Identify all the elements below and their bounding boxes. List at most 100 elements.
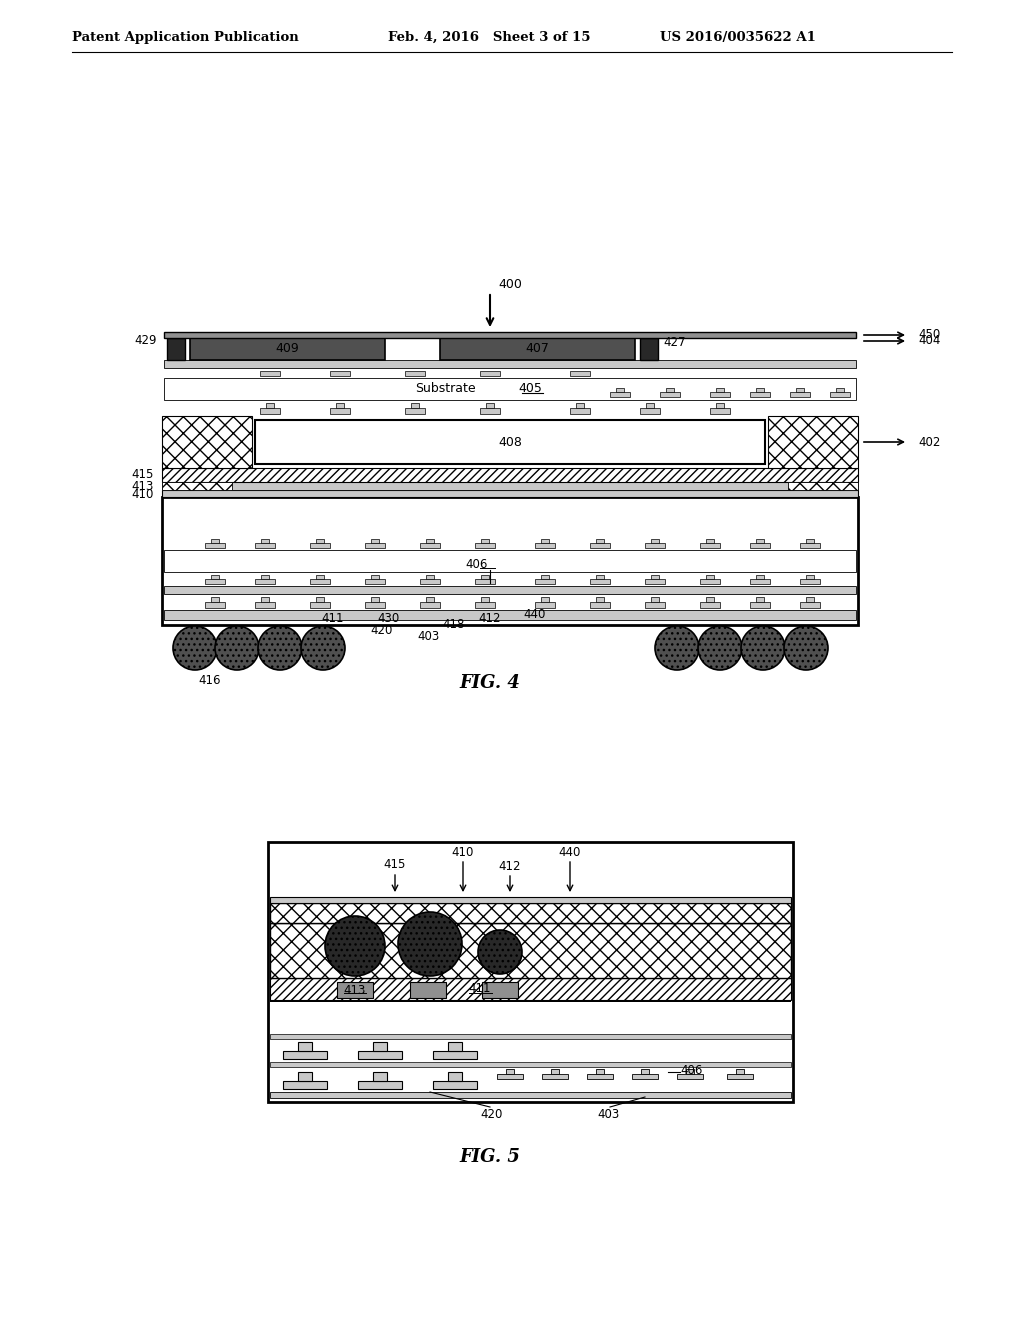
Bar (768, 416, 858, 469)
Circle shape (655, 626, 699, 671)
Bar (270, 923, 791, 978)
Bar (270, 898, 791, 903)
Bar (298, 1072, 312, 1081)
Circle shape (325, 916, 385, 975)
Text: 440: 440 (559, 846, 582, 858)
Bar (270, 978, 791, 1001)
Bar (426, 597, 434, 602)
Bar (506, 1069, 514, 1074)
Bar (596, 576, 604, 579)
Bar (298, 1041, 312, 1051)
Text: 413: 413 (344, 983, 367, 997)
Text: 430: 430 (377, 611, 399, 624)
Bar (283, 1081, 327, 1089)
Bar (481, 539, 489, 543)
Text: 405: 405 (518, 383, 542, 396)
Bar (790, 392, 810, 397)
Bar (750, 543, 770, 548)
Text: 411: 411 (469, 982, 492, 995)
Text: 411: 411 (322, 611, 344, 624)
Bar (255, 602, 275, 609)
Bar (162, 482, 858, 490)
Bar (616, 388, 624, 392)
Bar (310, 543, 330, 548)
Bar (373, 1072, 387, 1081)
Bar (371, 576, 379, 579)
Bar (164, 586, 856, 594)
Bar (575, 403, 584, 408)
Bar (686, 1069, 694, 1074)
Bar (710, 392, 730, 397)
Bar (640, 338, 658, 360)
Bar (480, 408, 500, 414)
Bar (330, 408, 350, 414)
Text: 427: 427 (663, 337, 685, 350)
Bar (406, 371, 425, 376)
Text: FIG. 4: FIG. 4 (460, 675, 520, 692)
Bar (164, 360, 856, 368)
Text: 400: 400 (498, 277, 522, 290)
Bar (270, 1092, 791, 1098)
Circle shape (784, 626, 828, 671)
Bar (433, 1051, 477, 1059)
Circle shape (173, 626, 217, 671)
Bar (750, 602, 770, 609)
Bar (646, 403, 654, 408)
Text: 416: 416 (199, 673, 221, 686)
Bar (497, 1074, 523, 1078)
Bar (260, 408, 280, 414)
Text: 410: 410 (132, 487, 154, 500)
Bar (270, 1063, 791, 1067)
Bar (756, 597, 764, 602)
Bar (449, 1072, 462, 1081)
Bar (756, 576, 764, 579)
Bar (283, 1051, 327, 1059)
Circle shape (215, 626, 259, 671)
Bar (610, 392, 630, 397)
Bar (162, 469, 858, 482)
Bar (736, 1069, 744, 1074)
Circle shape (301, 626, 345, 671)
Bar (371, 539, 379, 543)
Bar (261, 539, 269, 543)
Text: 406: 406 (466, 558, 488, 572)
Bar (162, 482, 232, 490)
Bar (481, 576, 489, 579)
Bar (645, 602, 665, 609)
Bar (411, 403, 419, 408)
Bar (316, 576, 324, 579)
Bar (164, 610, 856, 620)
Bar (433, 1081, 477, 1089)
Bar (535, 543, 555, 548)
Bar (270, 1001, 791, 1002)
Bar (660, 392, 680, 397)
Bar (570, 371, 590, 376)
Bar (700, 543, 720, 548)
Bar (750, 579, 770, 583)
Bar (541, 539, 549, 543)
Bar (266, 403, 274, 408)
Bar (806, 539, 814, 543)
Text: US 2016/0035622 A1: US 2016/0035622 A1 (660, 30, 816, 44)
Bar (590, 602, 610, 609)
Bar (486, 403, 494, 408)
Bar (645, 579, 665, 583)
Bar (710, 408, 730, 414)
Text: 412: 412 (479, 611, 502, 624)
Bar (542, 1074, 568, 1078)
Text: 403: 403 (597, 1107, 620, 1121)
Bar (410, 982, 446, 998)
Bar (541, 576, 549, 579)
Bar (645, 543, 665, 548)
Bar (420, 602, 440, 609)
Bar (706, 576, 714, 579)
Bar (596, 539, 604, 543)
Bar (255, 543, 275, 548)
Text: 412: 412 (499, 861, 521, 874)
Text: FIG. 5: FIG. 5 (460, 1148, 520, 1166)
Bar (727, 1074, 753, 1078)
Bar (475, 579, 495, 583)
Bar (541, 597, 549, 602)
Bar (480, 371, 500, 376)
Text: 450: 450 (918, 329, 940, 342)
